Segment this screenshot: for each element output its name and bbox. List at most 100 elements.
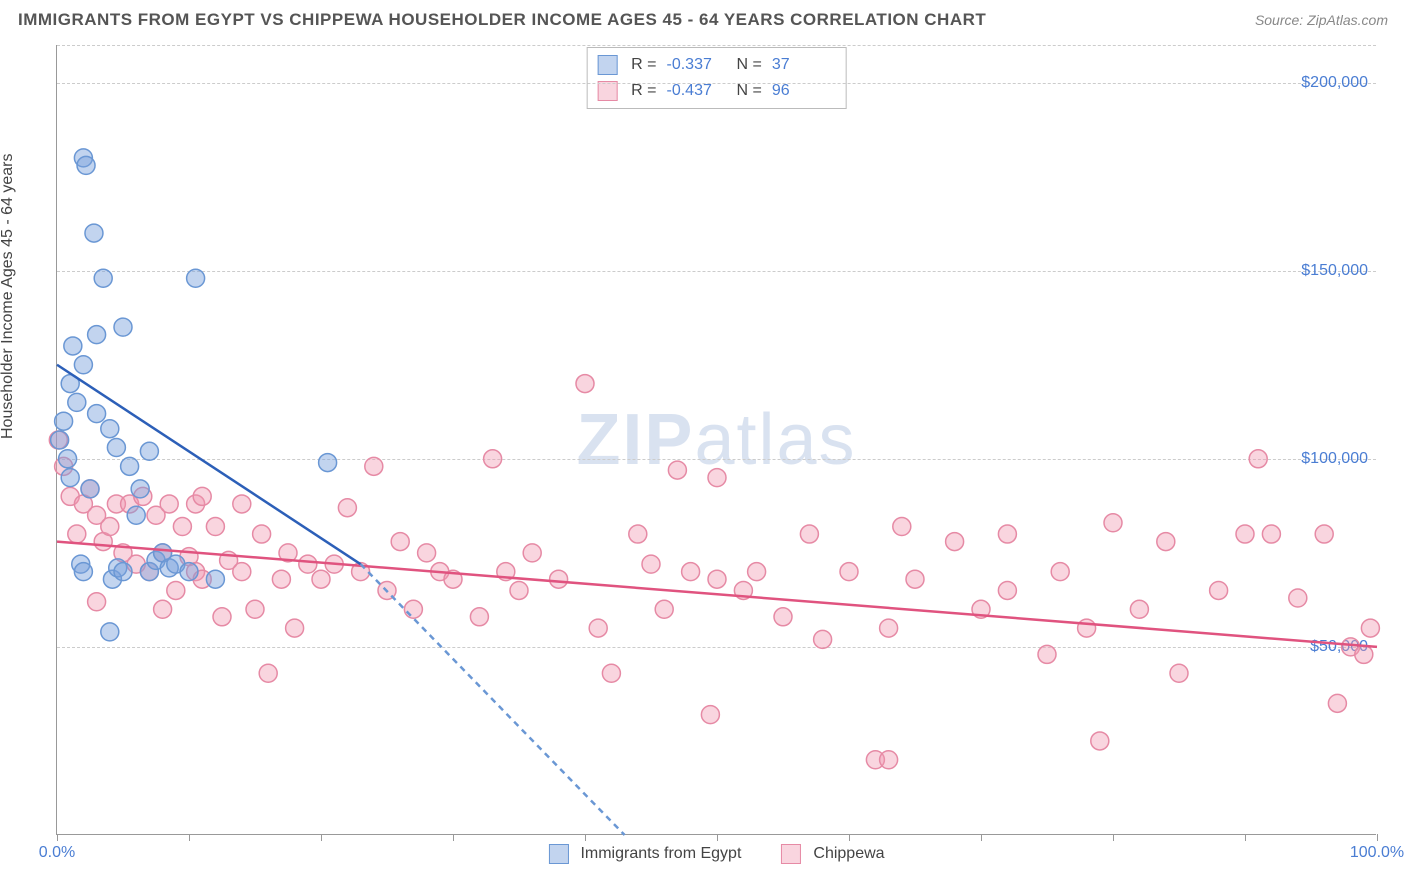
data-point <box>114 318 132 336</box>
data-point <box>840 563 858 581</box>
data-point <box>470 608 488 626</box>
data-point <box>338 499 356 517</box>
data-point <box>167 581 185 599</box>
data-point <box>88 326 106 344</box>
data-point <box>1078 619 1096 637</box>
data-point <box>391 533 409 551</box>
data-point <box>55 412 73 430</box>
x-tick <box>321 834 322 841</box>
legend-item-pink: Chippewa <box>781 844 884 864</box>
data-point <box>748 563 766 581</box>
data-point <box>51 431 69 449</box>
title-bar: IMMIGRANTS FROM EGYPT VS CHIPPEWA HOUSEH… <box>18 10 1388 30</box>
data-point <box>85 224 103 242</box>
data-point <box>154 600 172 618</box>
x-tick <box>1377 834 1378 841</box>
data-point <box>1315 525 1333 543</box>
data-point <box>206 518 224 536</box>
data-point <box>523 544 541 562</box>
data-point <box>107 439 125 457</box>
data-point <box>64 337 82 355</box>
data-point <box>1236 525 1254 543</box>
data-point <box>253 525 271 543</box>
legend-item-blue: Immigrants from Egypt <box>548 844 741 864</box>
data-point <box>1051 563 1069 581</box>
data-point <box>1210 581 1228 599</box>
x-tick <box>453 834 454 841</box>
data-point <box>814 630 832 648</box>
chart-title: IMMIGRANTS FROM EGYPT VS CHIPPEWA HOUSEH… <box>18 10 986 30</box>
data-point <box>68 393 86 411</box>
data-point <box>77 156 95 174</box>
data-point <box>1104 514 1122 532</box>
data-point <box>140 442 158 460</box>
x-tick <box>189 834 190 841</box>
legend-label-pink: Chippewa <box>813 845 884 863</box>
data-point <box>74 356 92 374</box>
data-point <box>1091 732 1109 750</box>
data-point <box>629 525 647 543</box>
data-point <box>94 269 112 287</box>
data-point <box>74 563 92 581</box>
legend-swatch-blue-icon <box>548 844 568 864</box>
data-point <box>213 608 231 626</box>
data-point <box>880 619 898 637</box>
data-point <box>1355 645 1373 663</box>
x-tick <box>717 834 718 841</box>
data-point <box>1262 525 1280 543</box>
legend-series: Immigrants from Egypt Chippewa <box>548 844 884 864</box>
x-tick-label: 100.0% <box>1350 844 1404 862</box>
data-point <box>233 563 251 581</box>
trend-line <box>57 542 1377 647</box>
data-point <box>668 461 686 479</box>
data-point <box>127 506 145 524</box>
x-tick-label: 0.0% <box>39 844 75 862</box>
data-point <box>88 405 106 423</box>
data-point <box>1249 450 1267 468</box>
x-tick <box>1113 834 1114 841</box>
data-point <box>193 487 211 505</box>
scatter-svg <box>57 45 1377 835</box>
data-point <box>655 600 673 618</box>
data-point <box>121 457 139 475</box>
plot-area: ZIPatlas R = -0.337 N = 37 R = -0.437 N … <box>56 45 1376 835</box>
data-point <box>589 619 607 637</box>
data-point <box>998 581 1016 599</box>
data-point <box>602 664 620 682</box>
x-tick <box>1245 834 1246 841</box>
data-point <box>131 480 149 498</box>
data-point <box>312 570 330 588</box>
data-point <box>1038 645 1056 663</box>
x-tick <box>981 834 982 841</box>
legend-label-blue: Immigrants from Egypt <box>580 845 741 863</box>
x-tick <box>849 834 850 841</box>
data-point <box>774 608 792 626</box>
x-tick <box>57 834 58 841</box>
data-point <box>299 555 317 573</box>
data-point <box>906 570 924 588</box>
data-point <box>187 269 205 287</box>
data-point <box>1170 664 1188 682</box>
data-point <box>998 525 1016 543</box>
legend-swatch-pink-icon <box>781 844 801 864</box>
data-point <box>173 518 191 536</box>
data-point <box>682 563 700 581</box>
data-point <box>101 420 119 438</box>
chart-source: Source: ZipAtlas.com <box>1255 12 1388 28</box>
data-point <box>101 518 119 536</box>
data-point <box>68 525 86 543</box>
data-point <box>576 375 594 393</box>
data-point <box>708 469 726 487</box>
data-point <box>365 457 383 475</box>
data-point <box>800 525 818 543</box>
data-point <box>946 533 964 551</box>
data-point <box>708 570 726 588</box>
data-point <box>101 623 119 641</box>
data-point <box>160 495 178 513</box>
data-point <box>418 544 436 562</box>
data-point <box>61 469 79 487</box>
trend-line <box>361 564 625 835</box>
data-point <box>319 454 337 472</box>
data-point <box>880 751 898 769</box>
data-point <box>180 563 198 581</box>
